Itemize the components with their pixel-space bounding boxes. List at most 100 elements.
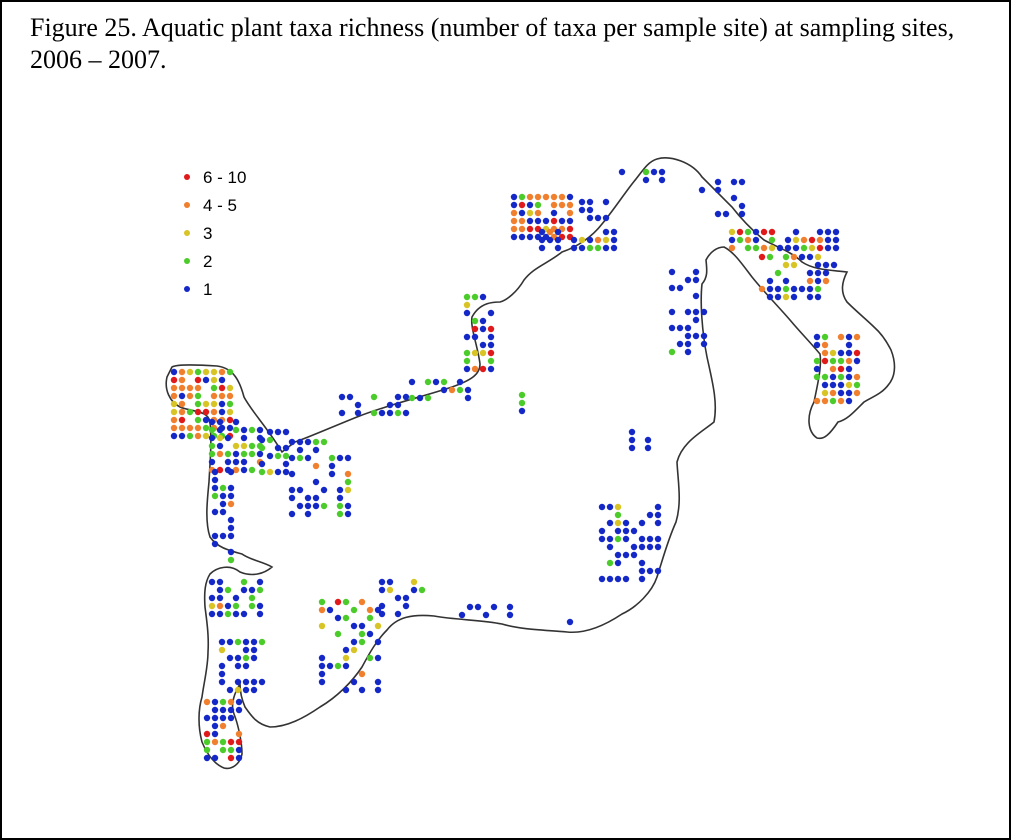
sample-site-dot (578, 244, 586, 252)
sample-site-dot (178, 416, 186, 424)
sample-site-dot (558, 201, 566, 209)
sample-site-dot (250, 654, 258, 662)
sample-site-dot (258, 468, 266, 476)
sample-site-dot (728, 244, 736, 252)
sample-site-dot (266, 436, 274, 444)
sample-site-dot (219, 484, 227, 492)
sample-site-dot (235, 730, 243, 738)
sample-site-dot (744, 228, 752, 236)
sample-site-dot (410, 578, 418, 586)
sample-site-dot (448, 386, 456, 394)
sample-site-dot (829, 349, 837, 357)
sample-site-dot (210, 376, 218, 384)
sample-site-dot (614, 551, 622, 559)
sample-site-dot (700, 308, 708, 316)
sample-site-dot (790, 285, 798, 293)
sample-site-dot (692, 332, 700, 340)
sample-site-dot (758, 253, 766, 261)
sample-site-dot (240, 610, 248, 618)
sample-site-dot (800, 236, 808, 244)
sample-site-dot (722, 210, 730, 218)
sample-site-dot (798, 285, 806, 293)
sample-site-dot (394, 401, 402, 409)
sample-site-dot (676, 324, 684, 332)
sample-site-dot (374, 606, 382, 614)
sample-site-dot (628, 436, 636, 444)
sample-site-dot (586, 206, 594, 214)
sample-site-dot (837, 349, 845, 357)
sample-site-dot (394, 594, 402, 602)
sample-site-dot (256, 602, 264, 610)
sample-site-dot (806, 253, 814, 261)
sample-site-dot (219, 500, 227, 508)
sample-site-dot (210, 408, 218, 416)
sample-site-dot (242, 654, 250, 662)
sample-site-dot (219, 738, 227, 746)
sample-site-dot (806, 293, 814, 301)
sample-site-dot (813, 341, 821, 349)
sample-site-dot (774, 285, 782, 293)
sample-site-dot (518, 209, 526, 217)
sample-site-dot (738, 178, 746, 186)
sample-site-dot (471, 349, 479, 357)
sample-site-dot (558, 217, 566, 225)
sample-site-dot (622, 519, 630, 527)
sample-site-dot (614, 559, 622, 567)
sample-site-dot (256, 578, 264, 586)
sample-site-dot (622, 535, 630, 543)
sample-site-dot (211, 484, 219, 492)
sample-site-dot (821, 341, 829, 349)
legend-swatch-1 (184, 286, 190, 292)
sample-site-dot (210, 368, 218, 376)
sample-site-dot (242, 678, 250, 686)
sample-site-dot (650, 168, 658, 176)
sample-site-dot (554, 244, 562, 252)
sample-site-dot (614, 535, 622, 543)
sample-site-dot (602, 236, 610, 244)
sample-site-dot (374, 678, 382, 686)
sample-site-dot (194, 432, 202, 440)
sample-site-dot (458, 611, 466, 619)
sample-site-dot (240, 434, 248, 442)
sample-site-dot (208, 458, 216, 466)
sample-site-dot (806, 269, 814, 277)
sample-site-dot (219, 706, 227, 714)
sample-site-dot (227, 492, 235, 500)
sample-site-dot (752, 244, 760, 252)
sample-site-dot (232, 450, 240, 458)
sample-site-dot (638, 567, 646, 575)
sample-site-dot (218, 400, 226, 408)
sample-site-dot (288, 454, 296, 462)
sample-site-dot (646, 511, 654, 519)
sample-site-dot (487, 333, 495, 341)
sample-site-dot (487, 349, 495, 357)
sample-site-dot (394, 393, 402, 401)
sample-site-dot (506, 603, 514, 611)
sample-site-dot (471, 333, 479, 341)
sample-site-dot (312, 494, 320, 502)
sample-site-dot (232, 426, 240, 434)
sample-site-dot (354, 401, 362, 409)
sample-site-dot (606, 543, 614, 551)
sample-site-dot (338, 393, 346, 401)
sample-site-dot (211, 714, 219, 722)
sample-site-dot (218, 638, 226, 646)
sample-site-dot (814, 285, 822, 293)
sample-site-dot (510, 233, 518, 241)
sample-site-dot (654, 535, 662, 543)
sample-site-dot (782, 285, 790, 293)
sample-site-dot (630, 527, 638, 535)
sample-site-dot (282, 452, 290, 460)
sample-site-dot (224, 602, 232, 610)
sample-site-dot (676, 340, 684, 348)
sample-site-dot (227, 754, 235, 762)
sample-site-dot (226, 408, 234, 416)
sample-site-dot (554, 236, 562, 244)
sample-site-dot (714, 210, 722, 218)
sample-site-dot (366, 654, 374, 662)
sample-site-dot (318, 670, 326, 678)
sample-site-dot (274, 444, 282, 452)
sample-site-dot (538, 236, 546, 244)
sample-site-dot (821, 381, 829, 389)
sample-site-dot (170, 376, 178, 384)
